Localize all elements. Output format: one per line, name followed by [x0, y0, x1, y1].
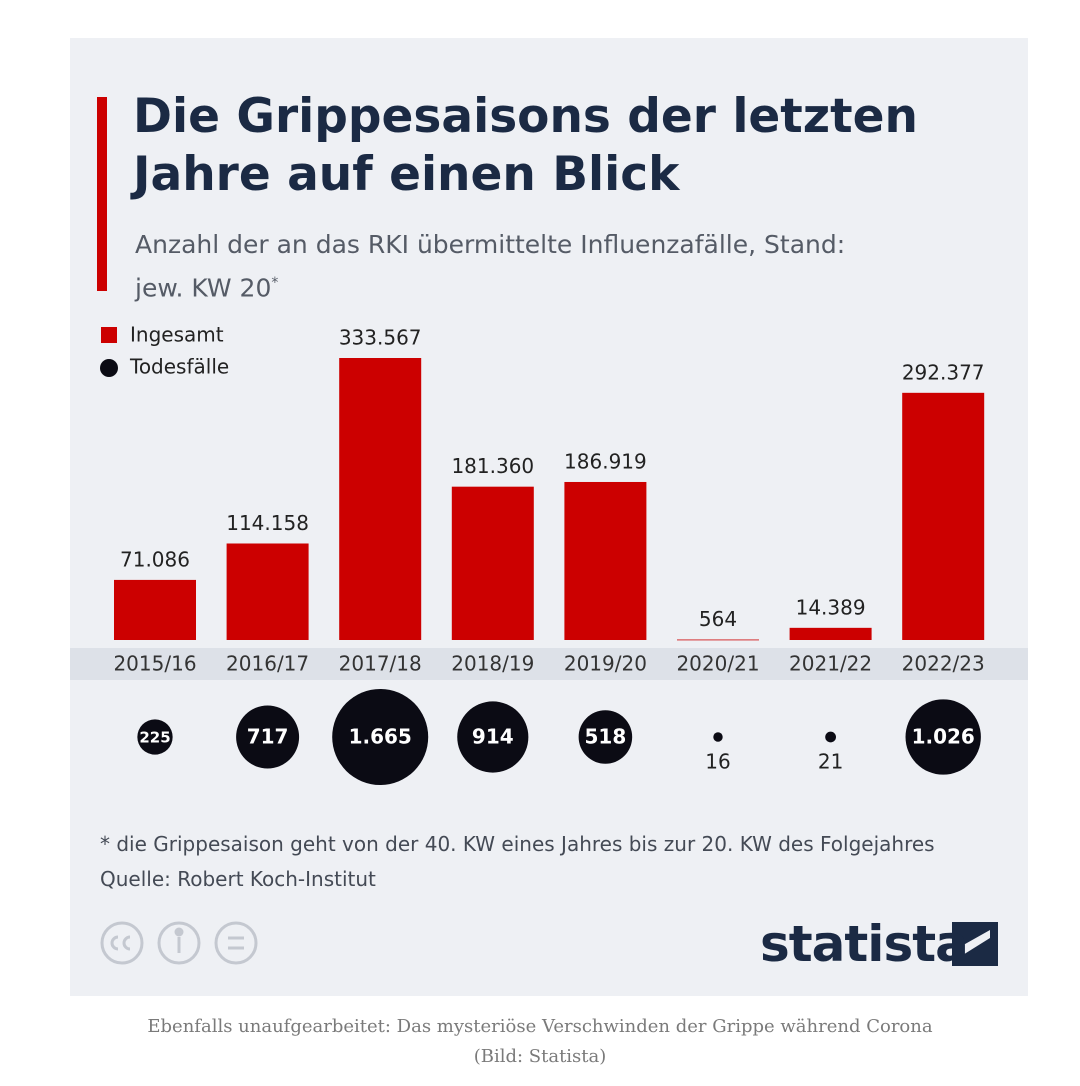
- x-tick-label: 2019/20: [564, 652, 647, 676]
- bar-value-label: 333.567: [339, 326, 422, 350]
- legend-label: Todesfälle: [129, 355, 229, 379]
- bar-value-label: 564: [699, 607, 737, 631]
- category-band: [70, 648, 1028, 680]
- bubble-value-label: 717: [247, 725, 289, 749]
- death-bubble: [137, 719, 173, 755]
- legend-label: Ingesamt: [130, 323, 224, 347]
- brand: statista: [760, 915, 969, 973]
- caption: Ebenfalls unaufgearbeitet: Das mysteriös…: [147, 1016, 933, 1067]
- death-bubble: [457, 701, 529, 773]
- death-bubble: [332, 689, 429, 785]
- death-bubble: [236, 705, 300, 769]
- bar-value-label: 114.158: [226, 511, 309, 535]
- x-tick-label: 2022/23: [902, 652, 985, 676]
- license-icons: [100, 921, 258, 965]
- bubble-value-label: 225: [139, 729, 170, 747]
- legend-swatch: [101, 327, 117, 343]
- x-tick-label: 2016/17: [226, 652, 309, 676]
- death-bubble: [713, 732, 723, 742]
- death-bubble: [905, 699, 981, 775]
- bubble-value-label: 518: [585, 725, 627, 749]
- chart-title: Die Grippesaisons der letzten Jahre auf …: [133, 89, 918, 202]
- source: Quelle: Robert Koch-Institut: [100, 867, 376, 891]
- x-tick-label: 2018/19: [451, 652, 534, 676]
- bar-value-label: 186.919: [564, 449, 647, 473]
- bar-value-label: 181.360: [451, 454, 534, 478]
- brand-logo: [952, 922, 998, 966]
- legend-swatch: [100, 359, 118, 377]
- bubble-value-label: 21: [818, 750, 843, 774]
- bar-value-label: 292.377: [902, 360, 985, 384]
- bar: [902, 392, 985, 640]
- bar: [226, 543, 309, 640]
- bar-value-label: 14.389: [796, 595, 866, 619]
- bar: [789, 627, 872, 640]
- bubble-value-label: 16: [705, 750, 730, 774]
- bar: [677, 639, 759, 641]
- bar: [339, 358, 422, 640]
- bubble-value-label: 1.026: [912, 725, 975, 749]
- x-tick-label: 2015/16: [113, 652, 196, 676]
- chart-subtitle: Anzahl der an das RKI übermittelte Influ…: [135, 226, 895, 307]
- bar-value-label: 71.086: [120, 547, 190, 571]
- bubble-value-label: 1.665: [349, 725, 412, 749]
- subtitle-marker: *: [271, 275, 279, 291]
- death-bubble: [578, 710, 633, 764]
- bar: [451, 486, 534, 640]
- x-tick-label: 2020/21: [676, 652, 759, 676]
- card: [70, 38, 1028, 996]
- x-tick-label: 2017/18: [339, 652, 422, 676]
- x-tick-label: 2021/22: [789, 652, 872, 676]
- subtitle-text: Anzahl der an das RKI übermittelte Influ…: [135, 230, 846, 303]
- death-bubble: [825, 731, 836, 743]
- bubble-value-label: 914: [472, 725, 514, 749]
- accent-bar: [97, 97, 107, 291]
- bar: [114, 579, 196, 640]
- bar: [564, 481, 647, 640]
- footnote: * die Grippesaison geht von der 40. KW e…: [100, 832, 935, 856]
